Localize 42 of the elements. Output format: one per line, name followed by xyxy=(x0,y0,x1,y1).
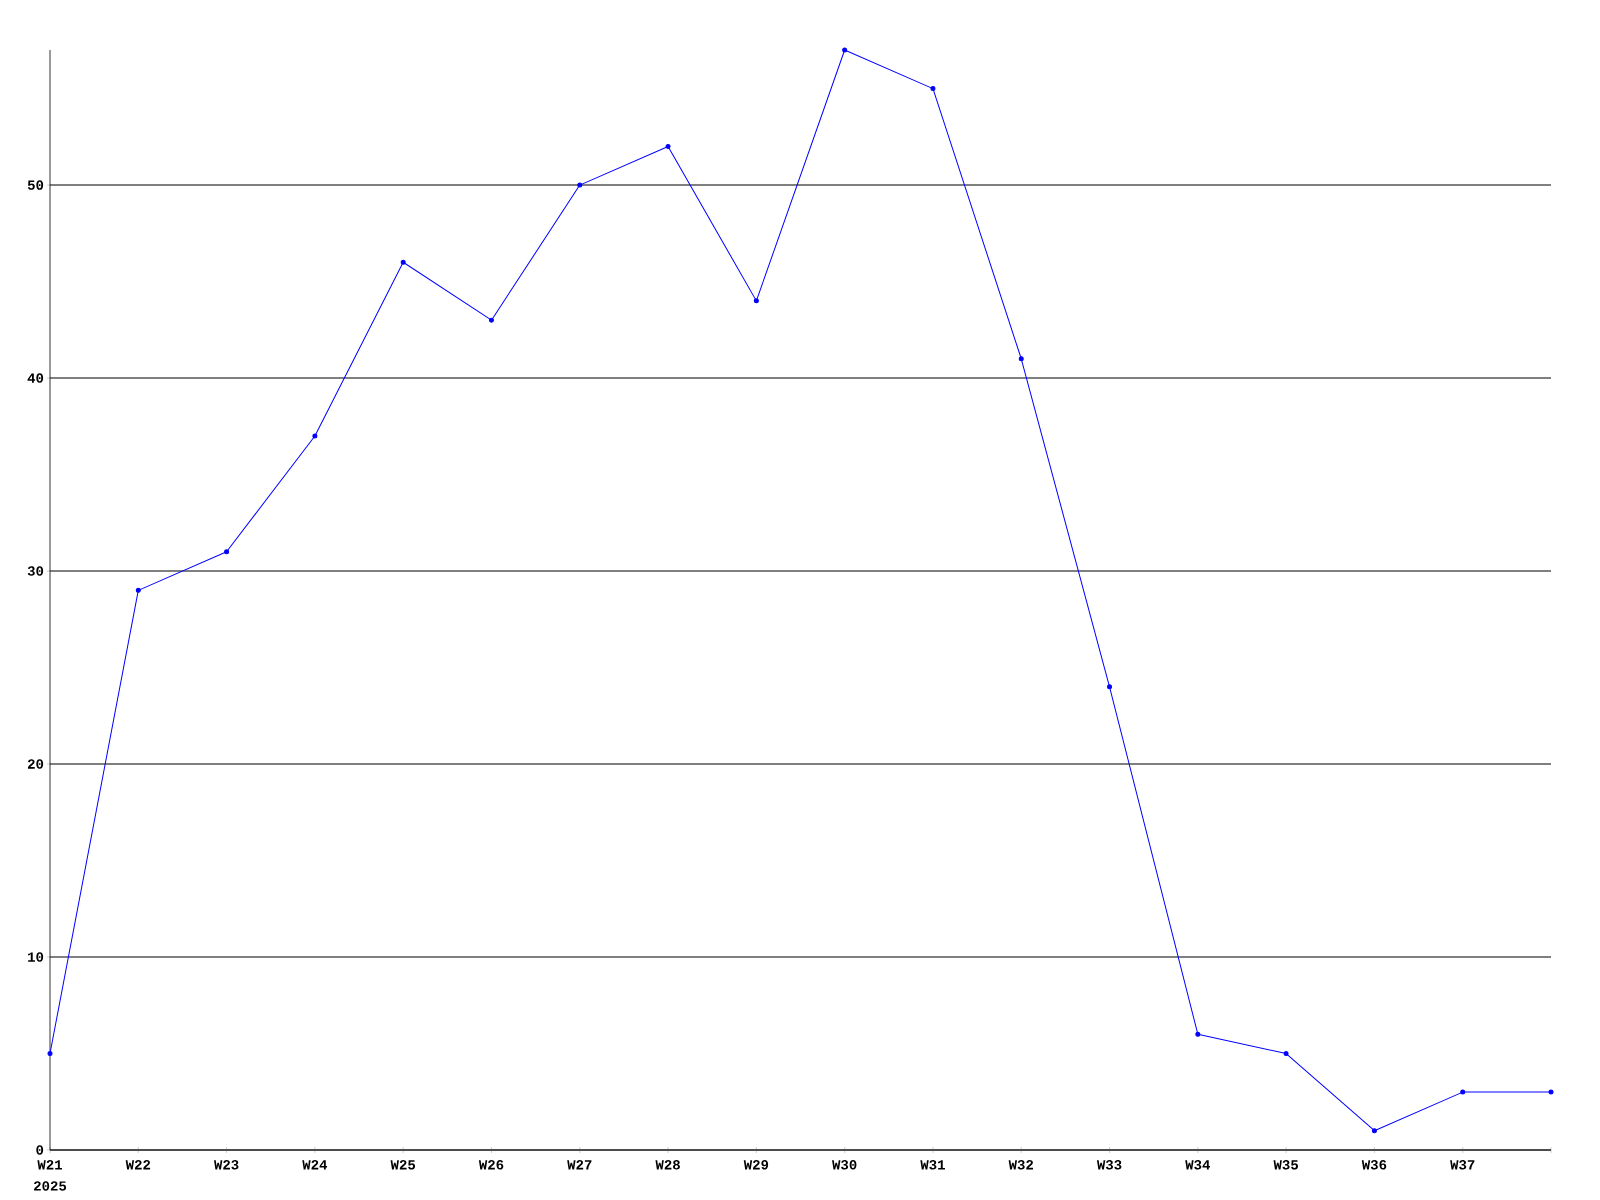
x-tick-label: W34 xyxy=(1185,1160,1210,1170)
x-tick-label: W29 xyxy=(743,1160,769,1170)
point xyxy=(1018,356,1024,362)
y-tick-label: 0 xyxy=(36,1145,44,1155)
point xyxy=(400,259,406,265)
point xyxy=(842,47,848,53)
x-tick-label: W28 xyxy=(655,1160,680,1170)
point xyxy=(488,317,494,323)
point xyxy=(577,182,583,188)
x-tick-label: W27 xyxy=(567,1160,592,1170)
x-tick-label: W37 xyxy=(1450,1160,1475,1170)
text: 2025 xyxy=(34,1181,67,1191)
point xyxy=(224,549,230,555)
x-tick-label: W23 xyxy=(213,1160,239,1170)
point xyxy=(930,86,936,92)
y-tick-label: 10 xyxy=(28,952,44,962)
point xyxy=(1283,1051,1289,1057)
y-tick-label: 20 xyxy=(27,759,44,769)
x-tick-label: W35 xyxy=(1273,1160,1299,1170)
x-tick-label: W25 xyxy=(390,1160,416,1170)
point xyxy=(1460,1089,1466,1095)
point xyxy=(665,143,671,149)
x-tick-label: W21 xyxy=(37,1160,63,1170)
point xyxy=(47,1051,53,1057)
point xyxy=(1195,1031,1201,1037)
point xyxy=(1371,1128,1377,1134)
y-tick-label: 40 xyxy=(27,373,44,383)
x-tick-label: W26 xyxy=(478,1160,504,1170)
point xyxy=(753,298,759,304)
point xyxy=(1548,1089,1554,1095)
y-tick-label: 30 xyxy=(27,566,44,576)
x-tick-label: W31 xyxy=(920,1160,945,1170)
y-tick-label: 50 xyxy=(27,180,44,190)
point xyxy=(1107,684,1113,690)
x-tick-label: W33 xyxy=(1096,1160,1122,1170)
x-tick-label: W22 xyxy=(125,1160,151,1170)
x-tick-label: W30 xyxy=(832,1160,857,1170)
point xyxy=(312,433,318,439)
x-tick-label: W24 xyxy=(302,1160,328,1170)
x-tick-label: W32 xyxy=(1008,1160,1034,1170)
point xyxy=(135,587,141,593)
x-tick-label: W36 xyxy=(1361,1160,1387,1170)
